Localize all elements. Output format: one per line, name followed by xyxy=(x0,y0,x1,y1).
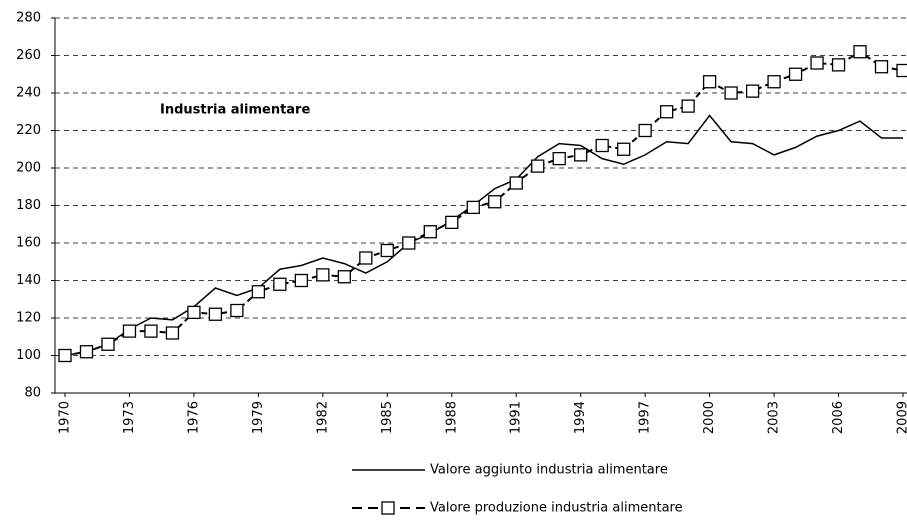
x-tick-label: 1997 xyxy=(638,401,653,434)
point-marker xyxy=(639,125,651,137)
point-marker xyxy=(231,305,243,317)
x-tick-label: 1973 xyxy=(122,401,137,434)
point-marker xyxy=(295,275,307,287)
y-tick-label: 100 xyxy=(16,348,41,363)
point-marker xyxy=(317,269,329,281)
point-marker xyxy=(381,245,393,257)
x-tick-label: 1991 xyxy=(509,401,524,434)
y-tick-label: 180 xyxy=(16,198,41,213)
legend-marker xyxy=(382,502,394,514)
point-marker xyxy=(833,59,845,71)
point-marker xyxy=(510,177,522,189)
point-marker xyxy=(725,87,737,99)
point-marker xyxy=(489,196,501,208)
point-marker xyxy=(747,85,759,97)
point-marker xyxy=(467,201,479,213)
y-tick-label: 240 xyxy=(16,86,41,101)
series-line xyxy=(65,116,903,356)
point-marker xyxy=(102,338,114,350)
point-marker xyxy=(854,46,866,58)
point-marker xyxy=(575,149,587,161)
x-tick-label: 2006 xyxy=(831,401,846,434)
y-tick-label: 160 xyxy=(16,236,41,251)
point-marker xyxy=(424,226,436,238)
point-marker xyxy=(166,327,178,339)
x-tick-label: 2003 xyxy=(767,401,782,434)
x-tick-label: 1982 xyxy=(315,401,330,434)
point-marker xyxy=(661,106,673,118)
y-tick-label: 140 xyxy=(16,273,41,288)
y-tick-label: 260 xyxy=(16,48,41,63)
x-tick-label: 1988 xyxy=(444,401,459,434)
point-marker xyxy=(252,286,264,298)
x-tick-label: 1970 xyxy=(58,401,73,434)
point-marker xyxy=(274,278,286,290)
y-tick-label: 280 xyxy=(16,11,41,26)
point-marker xyxy=(553,153,565,165)
point-marker xyxy=(768,76,780,88)
y-tick-label: 220 xyxy=(16,123,41,138)
x-tick-label: 1994 xyxy=(573,401,588,434)
point-marker xyxy=(704,76,716,88)
x-tick-label: 2009 xyxy=(896,401,907,434)
point-marker xyxy=(80,346,92,358)
y-tick-label: 80 xyxy=(24,386,41,401)
point-marker xyxy=(59,350,71,362)
x-tick-label: 1979 xyxy=(251,401,266,434)
point-marker xyxy=(360,252,372,264)
legend-label: Valore aggiunto industria alimentare xyxy=(430,463,668,478)
point-marker xyxy=(532,160,544,172)
x-tick-label: 1985 xyxy=(380,401,395,434)
x-tick-label: 2000 xyxy=(702,401,717,434)
point-marker xyxy=(876,61,888,73)
point-marker xyxy=(446,216,458,228)
point-marker xyxy=(682,100,694,112)
x-tick-label: 1976 xyxy=(186,401,201,434)
point-marker xyxy=(596,140,608,152)
y-tick-label: 200 xyxy=(16,161,41,176)
point-marker xyxy=(209,308,221,320)
y-tick-label: 120 xyxy=(16,311,41,326)
point-marker xyxy=(188,306,200,318)
point-marker xyxy=(790,68,802,80)
point-marker xyxy=(403,237,415,249)
point-marker xyxy=(338,271,350,283)
point-marker xyxy=(897,65,907,77)
point-marker xyxy=(618,143,630,155)
annotation: Industria alimentare xyxy=(160,103,310,118)
point-marker xyxy=(123,325,135,337)
legend-label: Valore produzione industria alimentare xyxy=(430,501,683,516)
point-marker xyxy=(145,325,157,337)
point-marker xyxy=(811,57,823,69)
